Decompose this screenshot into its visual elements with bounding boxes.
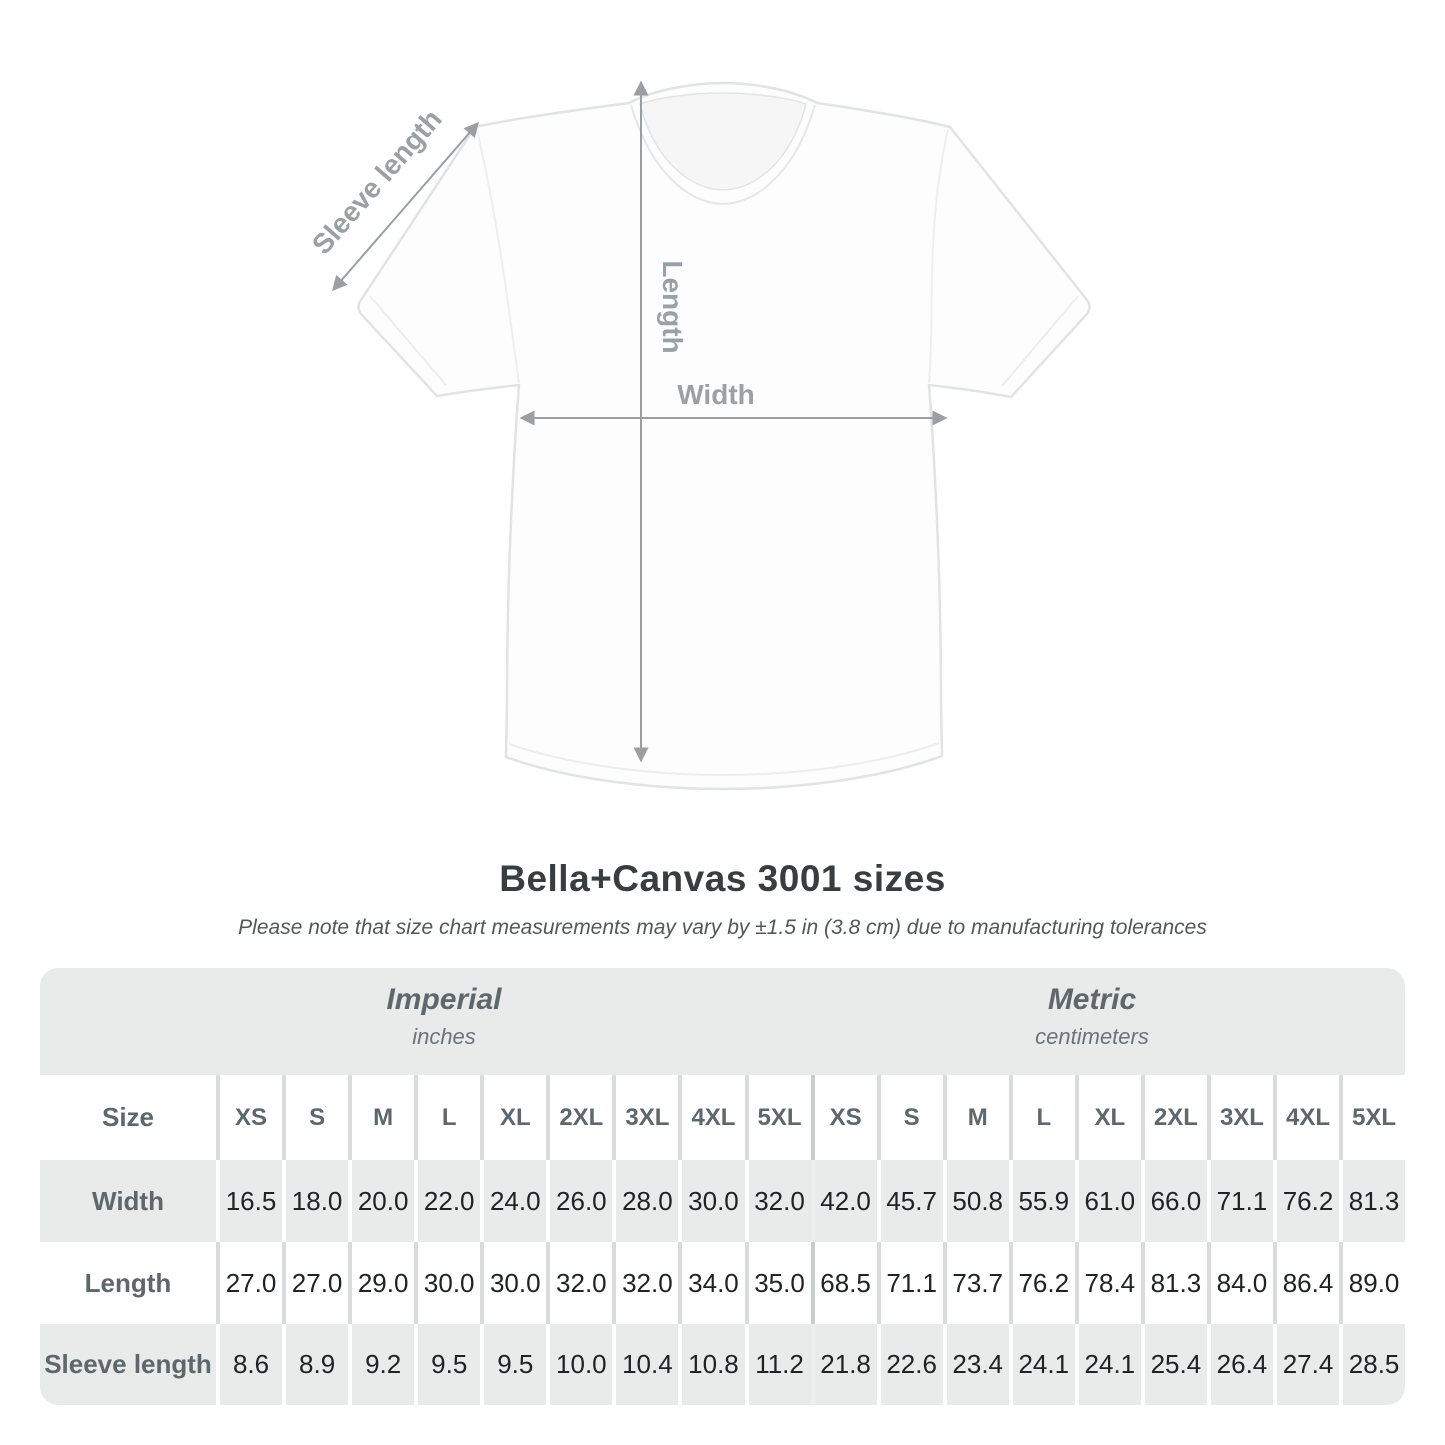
- value-cell: 32.0: [546, 1242, 612, 1324]
- value-cell: 76.2: [1008, 1242, 1075, 1324]
- measurement-arrows: [332, 80, 948, 763]
- size-header: XS: [810, 1075, 877, 1160]
- unit-section-band: Imperial inches Metric centimeters: [40, 968, 1405, 1075]
- value-cell: 22.6: [876, 1324, 943, 1405]
- sleeve-length-arrow: [332, 121, 479, 292]
- value-cell: 55.9: [1008, 1160, 1075, 1242]
- size-header: 2XL: [546, 1075, 612, 1160]
- value-cell: 10.8: [678, 1324, 744, 1405]
- imperial-section-header: Imperial inches: [386, 983, 501, 1050]
- value-cell: 66.0: [1140, 1160, 1207, 1242]
- value-cell: 8.6: [216, 1324, 282, 1405]
- size-header: 5XL: [1339, 1075, 1405, 1160]
- tolerance-note: Please note that size chart measurements…: [238, 916, 1207, 939]
- value-cell: 8.9: [282, 1324, 348, 1405]
- size-header: 5XL: [744, 1075, 811, 1160]
- value-cell: 9.5: [414, 1324, 480, 1405]
- row-label: Length: [84, 1267, 172, 1298]
- size-header: 2XL: [1140, 1075, 1207, 1160]
- value-cell: 24.1: [1074, 1324, 1141, 1405]
- value-cell: 35.0: [744, 1242, 811, 1324]
- value-cell: 22.0: [414, 1160, 480, 1242]
- value-cell: 50.8: [942, 1160, 1009, 1242]
- tshirt-photo: [357, 81, 1091, 791]
- value-cell: 26.0: [546, 1160, 612, 1242]
- size-header: M: [942, 1075, 1009, 1160]
- value-cell: 11.2: [744, 1324, 811, 1405]
- value-cell: 27.4: [1273, 1324, 1339, 1405]
- size-header: XL: [480, 1075, 546, 1160]
- metric-unit: centimeters: [1035, 1024, 1149, 1049]
- value-cell: 34.0: [678, 1242, 744, 1324]
- table-row-sleeve-length: Sleeve length 8.6 8.9 9.2 9.5 9.5 10.0 1…: [40, 1324, 1405, 1405]
- value-cell: 10.4: [612, 1324, 678, 1405]
- size-header: 4XL: [1273, 1075, 1339, 1160]
- metric-section-header: Metric centimeters: [1035, 983, 1149, 1050]
- value-cell: 30.0: [414, 1242, 480, 1324]
- size-header: XL: [1074, 1075, 1141, 1160]
- value-cell: 16.5: [216, 1160, 282, 1242]
- size-chart-table: Imperial inches Metric centimeters Size …: [40, 968, 1405, 1405]
- metric-label: Metric: [1047, 983, 1137, 1016]
- value-cell: 76.2: [1273, 1160, 1339, 1242]
- size-header: S: [876, 1075, 943, 1160]
- value-cell: 73.7: [942, 1242, 1009, 1324]
- table-header-row: Size XS S M L XL 2XL 3XL 4XL 5XL XS S M …: [40, 1075, 1405, 1160]
- value-cell: 28.0: [612, 1160, 678, 1242]
- value-cell: 71.1: [1206, 1160, 1273, 1242]
- size-header: 3XL: [612, 1075, 678, 1160]
- page-title: Bella+Canvas 3001 sizes: [499, 858, 946, 899]
- value-cell: 18.0: [282, 1160, 348, 1242]
- value-cell: 78.4: [1074, 1242, 1141, 1324]
- size-header: 3XL: [1206, 1075, 1273, 1160]
- length-label: Length: [657, 260, 688, 353]
- value-cell: 25.4: [1140, 1324, 1207, 1405]
- value-cell: 71.1: [876, 1242, 943, 1324]
- value-cell: 45.7: [876, 1160, 943, 1242]
- value-cell: 32.0: [744, 1160, 811, 1242]
- size-header: L: [1008, 1075, 1075, 1160]
- size-header: XS: [216, 1075, 282, 1160]
- corner-header: Size: [101, 1102, 155, 1132]
- value-cell: 9.5: [480, 1324, 546, 1405]
- value-cell: 9.2: [348, 1324, 414, 1405]
- width-label: Width: [677, 379, 755, 410]
- value-cell: 27.0: [216, 1242, 282, 1324]
- value-cell: 86.4: [1273, 1242, 1339, 1324]
- imperial-unit: inches: [412, 1024, 476, 1049]
- value-cell: 29.0: [348, 1242, 414, 1324]
- value-cell: 61.0: [1074, 1160, 1141, 1242]
- size-header: S: [282, 1075, 348, 1160]
- value-cell: 28.5: [1339, 1324, 1405, 1405]
- row-label: Sleeve length: [44, 1349, 212, 1379]
- value-cell: 81.3: [1140, 1242, 1207, 1324]
- size-header: M: [348, 1075, 414, 1160]
- imperial-label: Imperial: [386, 983, 502, 1016]
- value-cell: 68.5: [810, 1242, 877, 1324]
- value-cell: 27.0: [282, 1242, 348, 1324]
- size-header: 4XL: [678, 1075, 744, 1160]
- value-cell: 32.0: [612, 1242, 678, 1324]
- value-cell: 84.0: [1206, 1242, 1273, 1324]
- table-row-length: Length 27.0 27.0 29.0 30.0 30.0 32.0 32.…: [40, 1242, 1405, 1324]
- value-cell: 10.0: [546, 1324, 612, 1405]
- value-cell: 81.3: [1339, 1160, 1405, 1242]
- value-cell: 24.0: [480, 1160, 546, 1242]
- value-cell: 30.0: [480, 1242, 546, 1324]
- table-row-width: Width 16.5 18.0 20.0 22.0 24.0 26.0 28.0…: [40, 1160, 1405, 1242]
- value-cell: 21.8: [810, 1324, 877, 1405]
- value-cell: 30.0: [678, 1160, 744, 1242]
- value-cell: 89.0: [1339, 1242, 1405, 1324]
- value-cell: 24.1: [1008, 1324, 1075, 1405]
- tshirt-diagram: Sleeve length Length Width: [306, 80, 1091, 791]
- size-header: L: [414, 1075, 480, 1160]
- value-cell: 42.0: [810, 1160, 877, 1242]
- value-cell: 23.4: [942, 1324, 1009, 1405]
- value-cell: 26.4: [1206, 1324, 1273, 1405]
- row-label: Width: [92, 1185, 164, 1216]
- value-cell: 20.0: [348, 1160, 414, 1242]
